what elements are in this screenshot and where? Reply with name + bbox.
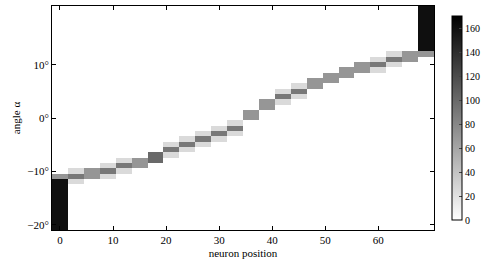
svg-text:50: 50 <box>320 234 332 246</box>
svg-text:60: 60 <box>465 143 475 154</box>
svg-text:40: 40 <box>465 167 475 178</box>
svg-text:0: 0 <box>465 215 470 226</box>
svg-text:10°: 10° <box>33 59 48 71</box>
svg-text:40: 40 <box>267 234 279 246</box>
svg-text:120: 120 <box>465 71 480 82</box>
svg-text:80: 80 <box>465 119 475 130</box>
svg-text:20: 20 <box>465 191 475 202</box>
svg-text:20: 20 <box>161 234 173 246</box>
svg-text:angle α: angle α <box>10 102 22 135</box>
svg-text:0°: 0° <box>39 112 49 124</box>
svg-text:−10°: −10° <box>27 165 49 177</box>
svg-text:30: 30 <box>214 234 226 246</box>
svg-text:neuron position: neuron position <box>209 247 278 259</box>
svg-text:−20°: −20° <box>27 219 49 231</box>
svg-text:160: 160 <box>465 23 480 34</box>
svg-text:100: 100 <box>465 95 480 106</box>
svg-text:140: 140 <box>465 47 480 58</box>
svg-text:0: 0 <box>57 234 63 246</box>
svg-text:60: 60 <box>373 234 385 246</box>
svg-text:10: 10 <box>108 234 120 246</box>
